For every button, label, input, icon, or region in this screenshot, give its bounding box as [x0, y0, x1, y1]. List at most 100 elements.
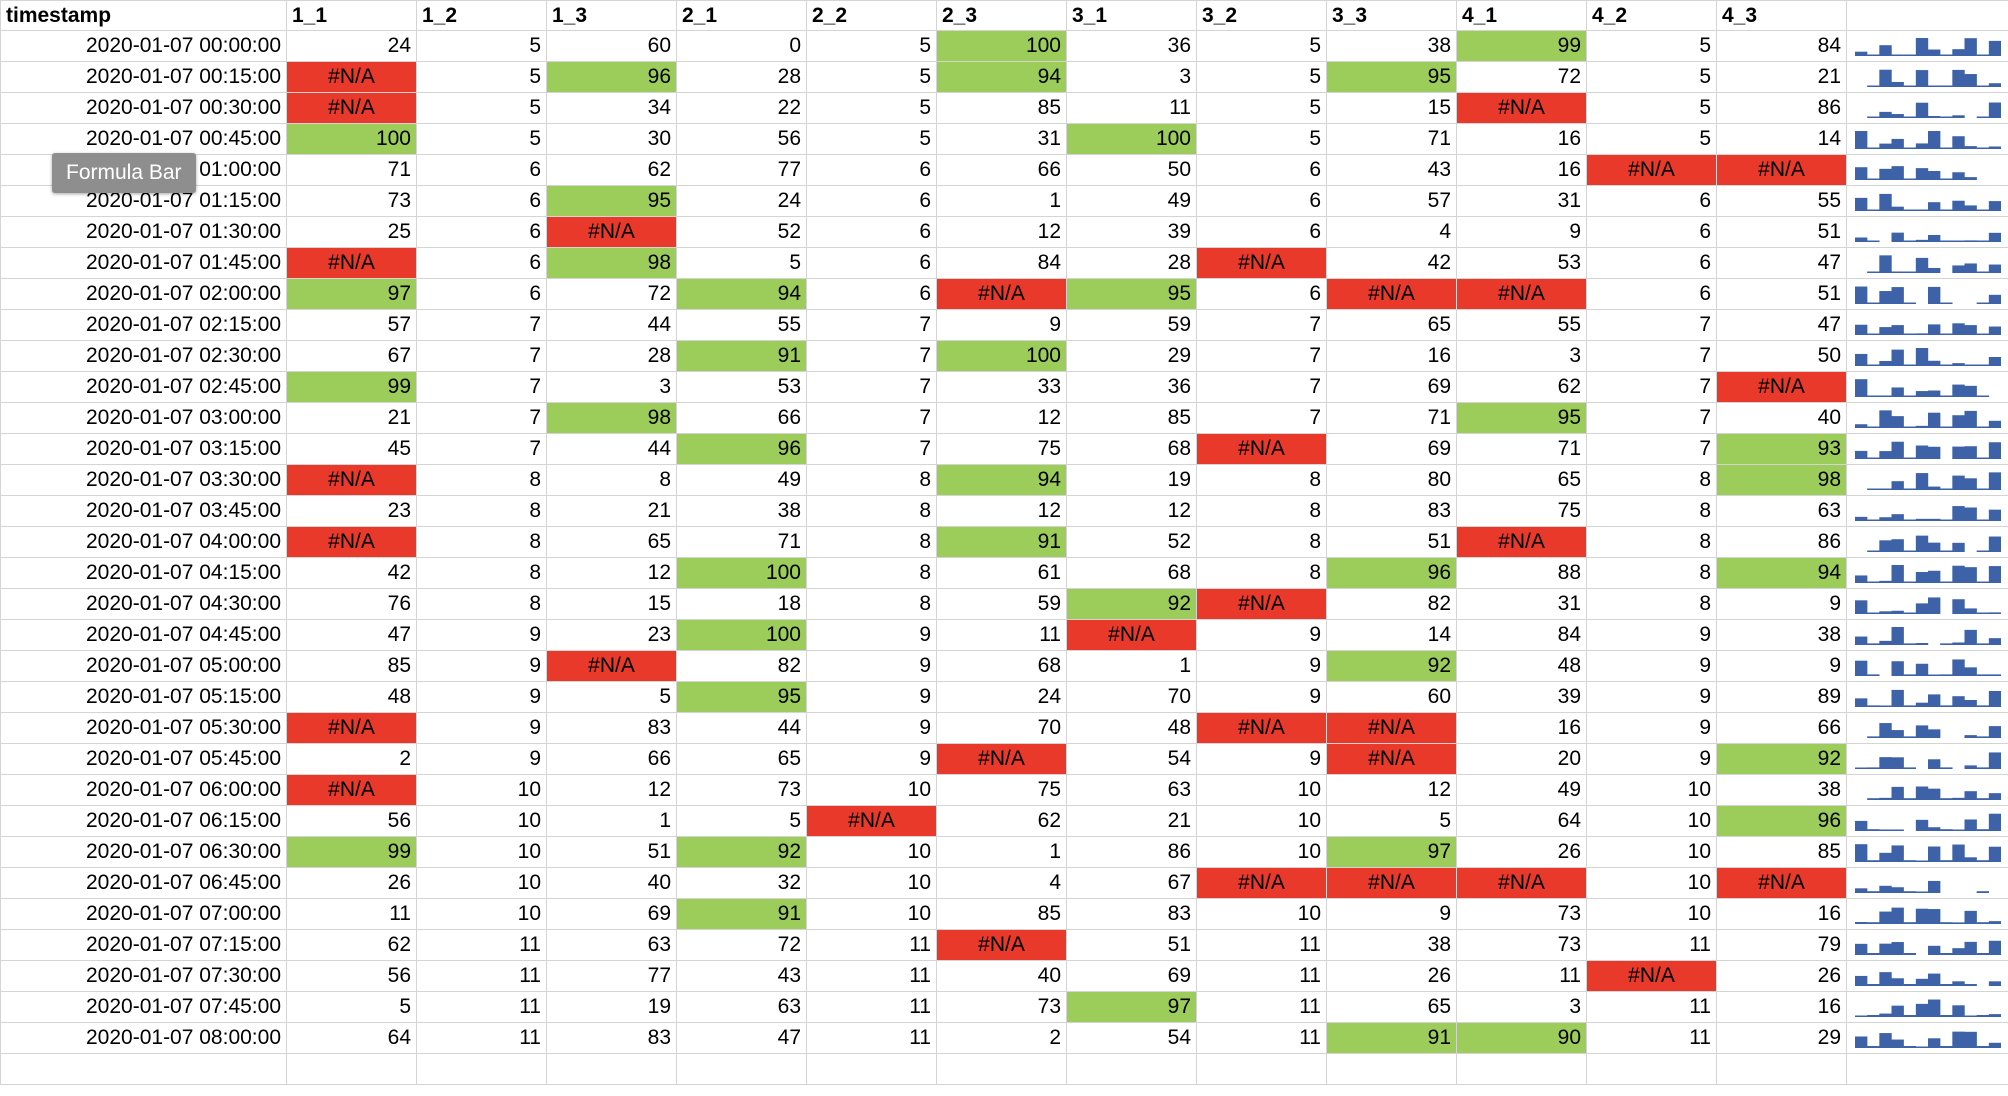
value-cell[interactable]: 95: [1066, 278, 1197, 310]
value-cell[interactable]: 65: [546, 526, 677, 558]
column-header-4_2[interactable]: 4_2: [1586, 0, 1717, 31]
value-cell[interactable]: 50: [1716, 340, 1847, 372]
timestamp-cell[interactable]: 2020-01-07 03:00:00: [0, 402, 287, 434]
value-cell[interactable]: 11: [1586, 929, 1717, 961]
value-cell[interactable]: 14: [1326, 619, 1457, 651]
column-header-2_3[interactable]: 2_3: [936, 0, 1067, 31]
timestamp-cell[interactable]: 2020-01-07 04:15:00: [0, 557, 287, 589]
value-cell[interactable]: 63: [1716, 495, 1847, 527]
value-cell[interactable]: #N/A: [806, 805, 937, 837]
value-cell[interactable]: 60: [1326, 681, 1457, 713]
value-cell[interactable]: 52: [1066, 526, 1197, 558]
value-cell[interactable]: #N/A: [1456, 92, 1587, 124]
value-cell[interactable]: 62: [286, 929, 417, 961]
timestamp-cell[interactable]: 2020-01-07 03:15:00: [0, 433, 287, 465]
value-cell[interactable]: 63: [676, 991, 807, 1023]
value-cell[interactable]: 86: [1716, 526, 1847, 558]
value-cell[interactable]: 36: [1066, 30, 1197, 62]
value-cell[interactable]: 12: [1066, 495, 1197, 527]
value-cell[interactable]: 97: [286, 278, 417, 310]
value-cell[interactable]: 47: [1716, 309, 1847, 341]
value-cell[interactable]: #N/A: [1456, 526, 1587, 558]
value-cell[interactable]: 12: [936, 495, 1067, 527]
timestamp-cell[interactable]: 2020-01-07 07:45:00: [0, 991, 287, 1023]
value-cell[interactable]: 71: [1326, 402, 1457, 434]
timestamp-cell[interactable]: 2020-01-07 06:30:00: [0, 836, 287, 868]
column-header-3_2[interactable]: 3_2: [1196, 0, 1327, 31]
value-cell[interactable]: 8: [416, 588, 547, 620]
value-cell[interactable]: 26: [286, 867, 417, 899]
value-cell[interactable]: 62: [936, 805, 1067, 837]
value-cell[interactable]: 71: [676, 526, 807, 558]
value-cell[interactable]: 51: [1716, 278, 1847, 310]
value-cell[interactable]: 19: [1066, 464, 1197, 496]
value-cell[interactable]: 1: [546, 805, 677, 837]
value-cell[interactable]: 91: [1326, 1022, 1457, 1054]
value-cell[interactable]: 65: [1456, 464, 1587, 496]
sparkline-cell[interactable]: [1846, 867, 2008, 899]
value-cell[interactable]: 38: [1326, 30, 1457, 62]
value-cell[interactable]: 24: [936, 681, 1067, 713]
value-cell[interactable]: 11: [1586, 991, 1717, 1023]
value-cell[interactable]: #N/A: [1066, 619, 1197, 651]
value-cell[interactable]: #N/A: [936, 278, 1067, 310]
value-cell[interactable]: 47: [286, 619, 417, 651]
value-cell[interactable]: 48: [1066, 712, 1197, 744]
value-cell[interactable]: [1456, 1053, 1587, 1085]
value-cell[interactable]: 19: [546, 991, 677, 1023]
value-cell[interactable]: 9: [1716, 650, 1847, 682]
sparkline-cell[interactable]: [1846, 340, 2008, 372]
value-cell[interactable]: 71: [1326, 123, 1457, 155]
value-cell[interactable]: 65: [1326, 991, 1457, 1023]
value-cell[interactable]: #N/A: [1716, 867, 1847, 899]
value-cell[interactable]: 43: [1326, 154, 1457, 186]
value-cell[interactable]: 3: [546, 371, 677, 403]
value-cell[interactable]: 7: [1196, 402, 1327, 434]
value-cell[interactable]: #N/A: [546, 650, 677, 682]
value-cell[interactable]: 85: [936, 898, 1067, 930]
value-cell[interactable]: 66: [1716, 712, 1847, 744]
value-cell[interactable]: 11: [1586, 1022, 1717, 1054]
column-header-2_2[interactable]: 2_2: [806, 0, 937, 31]
sparkline-cell[interactable]: [1846, 123, 2008, 155]
value-cell[interactable]: 75: [936, 433, 1067, 465]
value-cell[interactable]: 5: [1196, 61, 1327, 93]
value-cell[interactable]: 24: [286, 30, 417, 62]
value-cell[interactable]: 83: [1326, 495, 1457, 527]
value-cell[interactable]: 77: [676, 154, 807, 186]
value-cell[interactable]: 36: [1066, 371, 1197, 403]
value-cell[interactable]: 79: [1716, 929, 1847, 961]
timestamp-cell[interactable]: 2020-01-07 02:00:00: [0, 278, 287, 310]
value-cell[interactable]: 62: [1456, 371, 1587, 403]
value-cell[interactable]: [806, 1053, 937, 1085]
value-cell[interactable]: 9: [416, 712, 547, 744]
value-cell[interactable]: 85: [1716, 836, 1847, 868]
value-cell[interactable]: 92: [676, 836, 807, 868]
value-cell[interactable]: 9: [416, 681, 547, 713]
value-cell[interactable]: 42: [286, 557, 417, 589]
value-cell[interactable]: 5: [416, 123, 547, 155]
timestamp-cell[interactable]: 2020-01-07 02:45:00: [0, 371, 287, 403]
value-cell[interactable]: 32: [676, 867, 807, 899]
value-cell[interactable]: 7: [1586, 433, 1717, 465]
value-cell[interactable]: 1: [1066, 650, 1197, 682]
value-cell[interactable]: 56: [286, 960, 417, 992]
sparkline-cell[interactable]: [1846, 30, 2008, 62]
value-cell[interactable]: 3: [1456, 991, 1587, 1023]
value-cell[interactable]: 57: [1326, 185, 1457, 217]
sparkline-cell[interactable]: [1846, 588, 2008, 620]
value-cell[interactable]: 99: [1456, 30, 1587, 62]
value-cell[interactable]: 10: [1586, 805, 1717, 837]
value-cell[interactable]: 3: [1456, 340, 1587, 372]
value-cell[interactable]: 21: [1716, 61, 1847, 93]
value-cell[interactable]: #N/A: [1326, 743, 1457, 775]
value-cell[interactable]: 5: [416, 30, 547, 62]
value-cell[interactable]: 10: [416, 805, 547, 837]
timestamp-cell[interactable]: 2020-01-07 02:30:00: [0, 340, 287, 372]
value-cell[interactable]: 10: [806, 898, 937, 930]
value-cell[interactable]: #N/A: [286, 464, 417, 496]
sparkline-cell[interactable]: [1846, 216, 2008, 248]
timestamp-cell[interactable]: 2020-01-07 03:30:00: [0, 464, 287, 496]
value-cell[interactable]: 20: [1456, 743, 1587, 775]
value-cell[interactable]: 95: [676, 681, 807, 713]
